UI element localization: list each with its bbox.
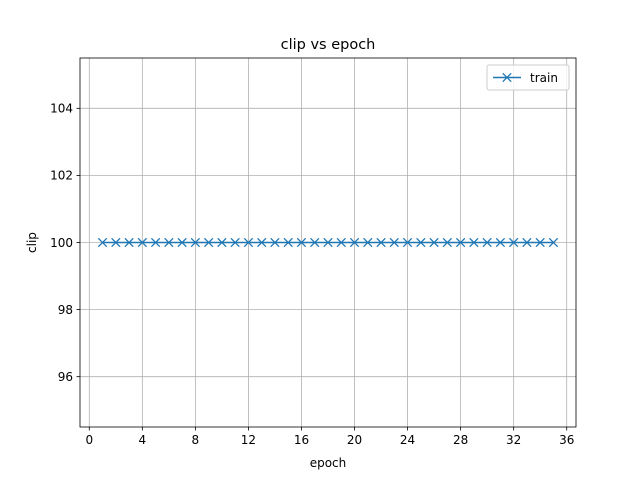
data-point — [310, 237, 320, 248]
y-axis-label: clip — [25, 232, 39, 253]
data-point — [455, 237, 466, 248]
legend-label-train: train — [530, 71, 558, 85]
data-point — [548, 237, 559, 248]
x-tick-label: 16 — [294, 433, 309, 447]
data-point — [535, 237, 545, 248]
x-tick-label: 36 — [559, 433, 574, 447]
y-tick-label: 96 — [58, 370, 73, 384]
y-tick-label: 104 — [50, 102, 73, 116]
data-point — [469, 237, 479, 248]
data-point — [111, 237, 121, 248]
data-point — [296, 237, 307, 248]
x-tick-label: 4 — [139, 433, 147, 447]
data-point — [416, 237, 426, 248]
series-layer — [97, 237, 559, 248]
data-point — [190, 237, 201, 248]
data-point — [203, 237, 214, 248]
legend-marker-x — [502, 72, 512, 83]
legend-box — [486, 64, 570, 91]
data-point — [217, 237, 227, 248]
y-tick-label: 100 — [50, 236, 73, 250]
data-point — [323, 237, 333, 248]
data-point — [270, 237, 280, 248]
data-point — [363, 237, 373, 248]
x-tick-label: 20 — [347, 433, 362, 447]
data-point — [376, 237, 386, 248]
data-point — [389, 237, 399, 248]
data-point — [402, 237, 413, 248]
data-point — [283, 237, 293, 248]
data-point — [137, 237, 147, 248]
data-point — [97, 237, 108, 248]
data-point — [522, 237, 532, 248]
data-point — [336, 237, 346, 248]
legend-marker — [502, 72, 512, 83]
data-point — [177, 237, 187, 248]
x-tick-label: 0 — [85, 433, 93, 447]
ticks: 0 4 8 12 16 20 24 28 32 36 96 98 100 102 104 — [50, 102, 574, 447]
grid — [80, 58, 576, 427]
x-axis-label: epoch — [310, 456, 347, 470]
x-tick-label: 8 — [192, 433, 200, 447]
data-point — [495, 237, 506, 248]
legend: train — [486, 64, 570, 91]
data-point — [124, 237, 134, 248]
x-tick-label: 24 — [400, 433, 415, 447]
data-point — [243, 237, 254, 248]
x-tick-label: 32 — [506, 433, 521, 447]
data-point — [429, 237, 439, 248]
data-point — [257, 237, 267, 248]
data-point — [509, 237, 519, 248]
data-point — [349, 237, 360, 248]
data-point — [150, 237, 161, 248]
y-tick-label: 102 — [50, 169, 73, 183]
chart-title: clip vs epoch — [281, 37, 376, 53]
data-point — [164, 237, 174, 248]
data-point — [230, 237, 240, 248]
x-tick-label: 28 — [453, 433, 468, 447]
data-point — [482, 237, 492, 248]
y-tick-label: 98 — [58, 303, 73, 317]
data-point — [442, 237, 453, 248]
x-tick-label: 12 — [241, 433, 256, 447]
